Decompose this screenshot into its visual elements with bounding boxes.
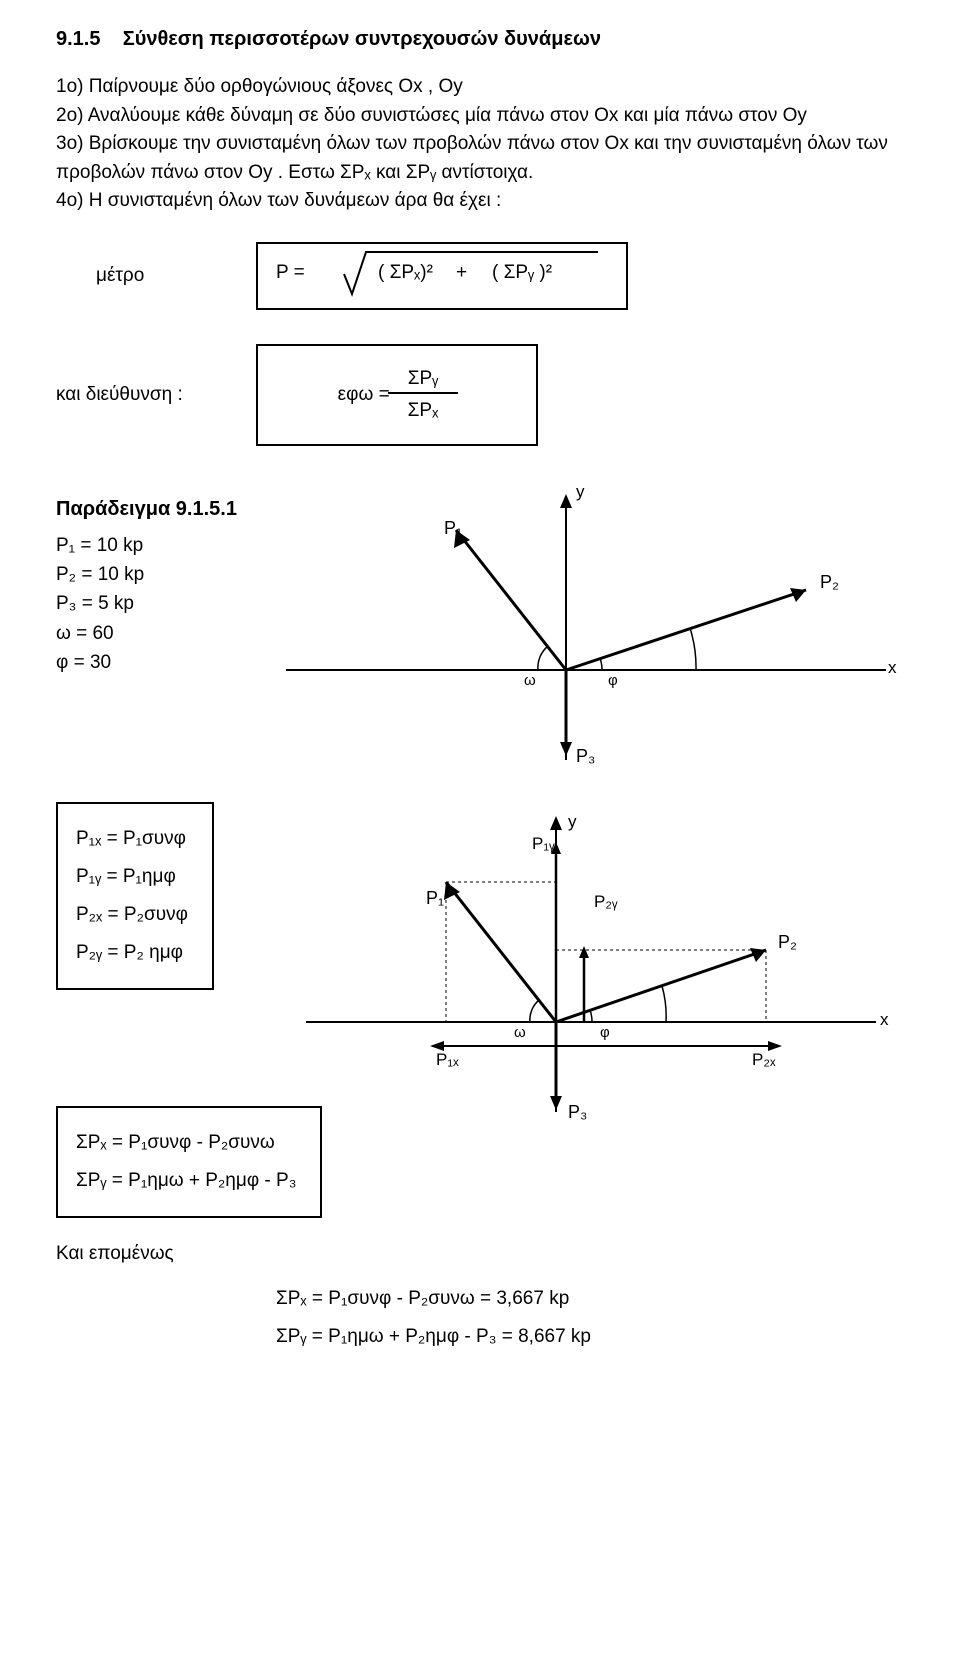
decomp-p2y: P₂ᵧ = P₂ ημφ [76,934,188,972]
final-line-1: ΣPₓ = P₁συνφ - P₂συνω = 3,667 kp [276,1280,904,1318]
d2-p3-label: P₃ [568,1102,587,1123]
example-givens: P₁ = 10 kp P₂ = 10 kp P₃ = 5 kp ω = 60 φ… [56,531,266,678]
step-2: 2ο) Αναλύουμε κάθε δύναμη σε δύο συνιστώ… [56,102,904,131]
d1-y-label: y [576,482,585,502]
decomp-p1y: P₁ᵧ = P₁ημφ [76,858,188,896]
step-4: 4ο) Η συνισταμένη όλων των δυνάμεων άρα … [56,187,904,216]
sum-spy: ΣPᵧ = P₁ημω + P₂ημφ - P₃ [76,1162,296,1200]
d1-x-label: x [888,658,897,678]
formula-direction-box: εφω = ΣPᵧ ΣPₓ [256,344,538,446]
d1-phi-label: φ [608,672,618,689]
d2-p1-label: P₁ [426,888,444,909]
d2-y-label: y [568,812,577,832]
formula-magnitude-row: μέτρο P = ( ΣPₓ)² + ( ΣPᵧ )² [56,242,904,310]
d2-p1x-label: P₁ₓ [436,1050,459,1070]
d1-omega-label: ω [524,672,536,689]
section-title: 9.1.5 Σύνθεση περισσοτέρων συντρεχουσών … [56,28,904,51]
diagram-1: y x P₁ P₂ P₃ ω φ [286,480,904,780]
given-p2: P₂ = 10 kp [56,560,266,589]
d2-p2x-label: P₂ₓ [752,1050,776,1070]
d2-p2-label: P₂ [778,932,797,953]
given-omega: ω = 60 [56,619,266,648]
d1-p1-label: P₁ [444,518,462,539]
given-p1: P₁ = 10 kp [56,531,266,560]
step-3: 3ο) Βρίσκουμε την συνισταμένη όλων των π… [56,130,904,187]
sigma-py-sq: ( ΣPᵧ )² [492,262,552,284]
p-equals: P = [276,262,305,284]
d2-omega-label: ω [514,1024,526,1041]
formula-direction-row: και διεύθυνση : εφω = ΣPᵧ ΣPₓ [56,344,904,446]
d2-p1y-label: P₁ᵧ [532,834,555,854]
decomp-p1x: P₁ₓ = P₁συνφ [76,820,188,858]
frac-top: ΣPᵧ [398,366,449,392]
sum-spx: ΣPₓ = P₁συνφ - P₂συνω [76,1124,296,1162]
given-phi: φ = 30 [56,648,266,677]
decomposition-row: P₁ₓ = P₁συνφ P₁ᵧ = P₁ημφ P₂ₓ = P₂συνφ P₂… [56,792,904,1132]
d1-p2-label: P₂ [820,572,839,593]
d2-phi-label: φ [600,1024,610,1041]
sigma-px-sq: ( ΣPₓ)² [378,262,433,284]
final-line-2: ΣPᵧ = P₁ημω + P₂ημφ - P₃ = 8,667 kp [276,1318,904,1356]
section-number: 9.1.5 [56,28,100,50]
d2-p2y-label: P₂ᵧ [594,892,617,912]
metro-label: μέτρο [56,265,256,287]
example-row: Παράδειγμα 9.1.5.1 P₁ = 10 kp P₂ = 10 kp… [56,480,904,780]
sigma-sums-box: ΣPₓ = P₁συνφ - P₂συνω ΣPᵧ = P₁ημω + P₂ημ… [56,1106,322,1218]
efo: εφω = [338,384,390,406]
frac-bot: ΣPₓ [398,398,449,424]
steps-block: 1ο) Παίρνουμε δύο ορθογώνιους άξονες Οx … [56,73,904,216]
given-p3: P₃ = 5 kp [56,589,266,618]
diagram-2: y x P₁ P₂ P₃ P₁ᵧ P₂ᵧ P₁ₓ P₂ₓ ω φ [286,792,904,1132]
conclusion-label: Και επομένως [56,1238,904,1270]
plus: + [456,262,467,284]
step-1: 1ο) Παίρνουμε δύο ορθογώνιους άξονες Οx … [56,73,904,102]
decomposition-box: P₁ₓ = P₁συνφ P₁ᵧ = P₁ημφ P₂ₓ = P₂συνφ P₂… [56,802,214,990]
d2-x-label: x [880,1010,889,1030]
formula-magnitude-box: P = ( ΣPₓ)² + ( ΣPᵧ )² [256,242,628,310]
example-title: Παράδειγμα 9.1.5.1 [56,498,286,521]
d1-p3-label: P₃ [576,746,595,767]
final-calculations: ΣPₓ = P₁συνφ - P₂συνω = 3,667 kp ΣPᵧ = P… [56,1280,904,1356]
direction-label: και διεύθυνση : [56,384,256,406]
decomp-p2x: P₂ₓ = P₂συνφ [76,896,188,934]
section-heading: Σύνθεση περισσοτέρων συντρεχουσών δυνάμε… [123,28,601,50]
